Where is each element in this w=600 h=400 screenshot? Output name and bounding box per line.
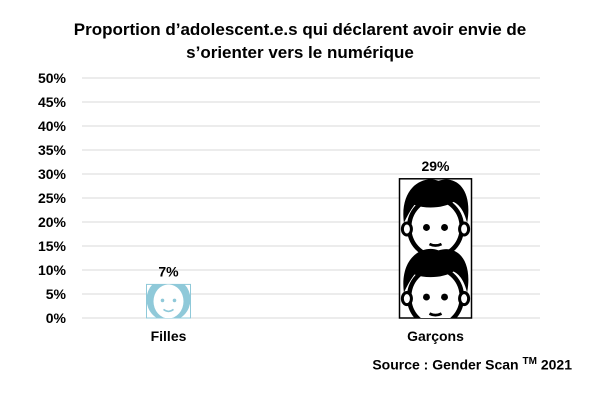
source-trademark: TM	[522, 356, 537, 367]
chart-source: Source : Gender Scan TM 2021	[372, 356, 572, 373]
data-label: 29%	[421, 158, 450, 174]
y-tick-label: 30%	[38, 166, 67, 182]
y-tick-label: 0%	[46, 310, 67, 326]
source-prefix: Source : Gender Scan	[372, 356, 523, 373]
y-tick-label: 20%	[38, 214, 67, 230]
y-tick-label: 25%	[38, 190, 67, 206]
y-tick-label: 50%	[38, 70, 67, 86]
data-labels: 7% 29%	[158, 158, 450, 280]
boy-pictogram-icon	[400, 248, 471, 318]
x-category-label: Garçons	[407, 328, 464, 344]
y-tick-label: 40%	[38, 118, 67, 134]
x-category-label: Filles	[151, 328, 187, 344]
bars	[146, 178, 473, 319]
girl-pictogram-icon	[146, 284, 191, 318]
y-tick-label: 35%	[38, 142, 67, 158]
y-tick-label: 45%	[38, 94, 67, 110]
x-axis-categories: Filles Garçons	[151, 328, 465, 344]
y-tick-label: 5%	[46, 286, 67, 302]
chart-title: Proportion d’adolescent.e.s qui déclaren…	[0, 18, 600, 64]
boy-pictogram-icon	[400, 179, 471, 259]
chart-title-line-2: s’orienter vers le numérique	[186, 43, 414, 62]
source-year: 2021	[536, 356, 572, 373]
data-label: 7%	[158, 263, 179, 279]
chart-title-line-1: Proportion d’adolescent.e.s qui déclaren…	[73, 20, 527, 39]
bar-filles	[146, 283, 191, 319]
y-tick-label: 10%	[38, 262, 67, 278]
y-axis-ticks: 0% 5% 10% 15% 20% 25% 30% 35% 40% 45% 50%	[38, 70, 67, 326]
y-tick-label: 15%	[38, 238, 67, 254]
bar-garcons	[398, 178, 473, 319]
